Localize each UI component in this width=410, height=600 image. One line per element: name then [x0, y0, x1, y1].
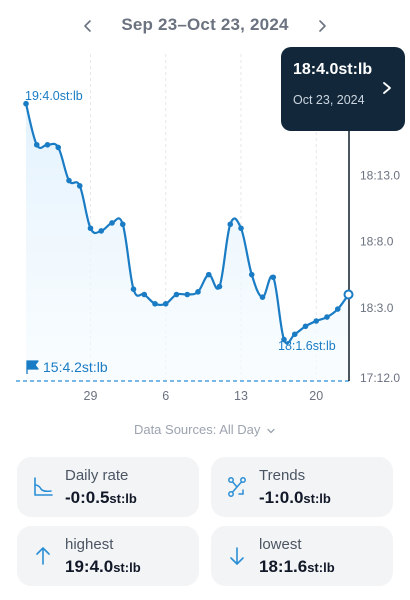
chevron-left-icon: [84, 20, 91, 32]
data-point: [205, 271, 212, 278]
line-trend-icon: [34, 477, 53, 496]
lowest-card[interactable]: lowest 18:1.6st:lb: [211, 526, 393, 586]
lowest-value: 18:1.6st:lb: [259, 557, 335, 576]
data-point: [109, 220, 115, 226]
arrow-up-icon: [36, 547, 50, 565]
date-range-label: Sep 23–Oct 23, 2024: [121, 15, 289, 34]
highest-label: highest: [65, 536, 114, 553]
data-point: [66, 177, 72, 184]
data-sources-label: Data Sources: All Day: [133, 422, 261, 437]
max-value-label: 19:4.0st:lb: [25, 89, 83, 103]
x-tick-label: 29: [84, 389, 98, 403]
data-point: [270, 274, 277, 281]
daily-rate-value: -0:0.5st:lb: [65, 488, 137, 507]
data-point: [324, 314, 330, 320]
y-tick-label: 18:13.0: [360, 168, 400, 182]
trends-card[interactable]: Trends -1:0.0st:lb: [211, 457, 393, 517]
data-sources-selector[interactable]: Data Sources: All Day: [0, 422, 410, 437]
area-fill: [26, 103, 349, 381]
data-point: [313, 318, 320, 324]
data-point: [248, 271, 255, 278]
baseline-label: 15:4.2st:lb: [43, 359, 108, 375]
chevron-right-icon: [383, 82, 391, 94]
data-point: [44, 141, 51, 148]
data-point: [76, 183, 83, 189]
x-tick-label: 20: [309, 389, 323, 403]
data-point: [87, 225, 94, 232]
tooltip-date: Oct 23, 2024: [293, 93, 365, 107]
next-period-button[interactable]: [308, 12, 336, 40]
data-point: [216, 283, 223, 290]
trends-label: Trends: [259, 467, 306, 484]
data-point: [184, 291, 191, 298]
data-point: [141, 291, 148, 298]
data-point: [130, 286, 137, 292]
prev-period-button[interactable]: [74, 12, 102, 40]
data-point: [119, 221, 126, 228]
x-tick-label: 13: [234, 389, 248, 403]
data-point: [302, 323, 309, 330]
daily-rate-card[interactable]: Daily rate -0:0.5st:lb: [17, 457, 199, 517]
y-tick-label: 17:12.0: [360, 371, 400, 385]
highest-card[interactable]: highest 19:4.0st:lb: [17, 526, 199, 586]
trends-value: -1:0.0st:lb: [259, 488, 331, 507]
x-tick-label: 6: [162, 389, 169, 403]
weight-chart[interactable]: 18:13.0 18:8.0 18:3.0 17:12.0 29 6 13 20 19:4.0s…: [0, 48, 410, 408]
highest-value: 19:4.0st:lb: [65, 557, 141, 576]
selected-point-tooltip[interactable]: 18:4.0st:lb Oct 23, 2024: [281, 47, 405, 131]
arrow-down-icon: [230, 547, 244, 565]
flag-icon: [26, 360, 39, 374]
data-point: [334, 306, 341, 312]
data-point: [238, 225, 244, 232]
date-header: Sep 23–Oct 23, 2024: [0, 0, 410, 52]
data-point: [195, 289, 201, 295]
chevron-down-icon: [267, 428, 275, 433]
weight-chart-svg: 18:13.0 18:8.0 18:3.0 17:12.0 29 6 13 20 19:4.0s…: [16, 54, 400, 403]
data-point: [55, 144, 62, 151]
tooltip-value: 18:4.0st:lb: [293, 61, 373, 78]
data-point: [291, 331, 298, 338]
y-tick-label: 18:8.0: [360, 235, 394, 249]
data-point: [152, 300, 158, 307]
data-point: [281, 336, 287, 343]
y-tick-label: 18:3.0: [360, 301, 394, 315]
lowest-label: lowest: [259, 536, 302, 553]
data-point: [33, 141, 40, 148]
data-point: [173, 291, 180, 298]
data-point: [98, 228, 105, 234]
data-point: [227, 221, 234, 228]
daily-rate-label: Daily rate: [65, 467, 129, 484]
min-value-label: 18:1.6st:lb: [278, 339, 336, 353]
data-point: [162, 300, 169, 307]
trend-nodes-icon: [228, 477, 246, 497]
data-point: [259, 294, 266, 300]
data-point: [23, 100, 29, 107]
chevron-right-icon: [319, 20, 326, 32]
data-point: [343, 289, 354, 300]
